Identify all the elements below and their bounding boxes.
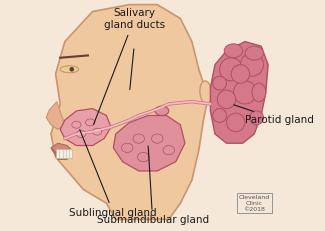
- Ellipse shape: [72, 121, 81, 128]
- Ellipse shape: [245, 46, 264, 60]
- Ellipse shape: [76, 131, 85, 137]
- Ellipse shape: [70, 67, 74, 72]
- Ellipse shape: [60, 66, 79, 73]
- Ellipse shape: [250, 111, 264, 125]
- Text: Parotid gland: Parotid gland: [234, 105, 314, 125]
- Ellipse shape: [233, 81, 256, 104]
- Ellipse shape: [163, 146, 175, 155]
- Ellipse shape: [151, 134, 163, 143]
- Ellipse shape: [217, 90, 236, 109]
- Ellipse shape: [220, 58, 243, 81]
- Ellipse shape: [213, 109, 227, 122]
- Ellipse shape: [227, 113, 245, 132]
- Polygon shape: [51, 143, 72, 155]
- Ellipse shape: [231, 65, 250, 83]
- Polygon shape: [46, 102, 65, 129]
- Ellipse shape: [93, 128, 102, 135]
- Ellipse shape: [200, 81, 212, 104]
- Polygon shape: [60, 109, 111, 146]
- Text: Submandibular gland: Submandibular gland: [97, 146, 209, 225]
- Polygon shape: [51, 148, 72, 159]
- Ellipse shape: [155, 106, 169, 116]
- Polygon shape: [51, 5, 208, 219]
- Ellipse shape: [224, 44, 243, 58]
- Polygon shape: [210, 42, 268, 143]
- Ellipse shape: [122, 143, 133, 152]
- Polygon shape: [113, 116, 185, 171]
- Ellipse shape: [213, 76, 227, 90]
- Text: Sublingual gland: Sublingual gland: [70, 130, 157, 218]
- Polygon shape: [56, 149, 72, 158]
- Ellipse shape: [133, 134, 145, 143]
- Text: Salivary
gland ducts: Salivary gland ducts: [94, 8, 165, 125]
- Text: Cleveland
Clinic
©2018: Cleveland Clinic ©2018: [239, 195, 270, 212]
- Ellipse shape: [240, 53, 264, 76]
- Ellipse shape: [85, 119, 95, 126]
- Ellipse shape: [252, 83, 266, 102]
- Ellipse shape: [137, 152, 149, 162]
